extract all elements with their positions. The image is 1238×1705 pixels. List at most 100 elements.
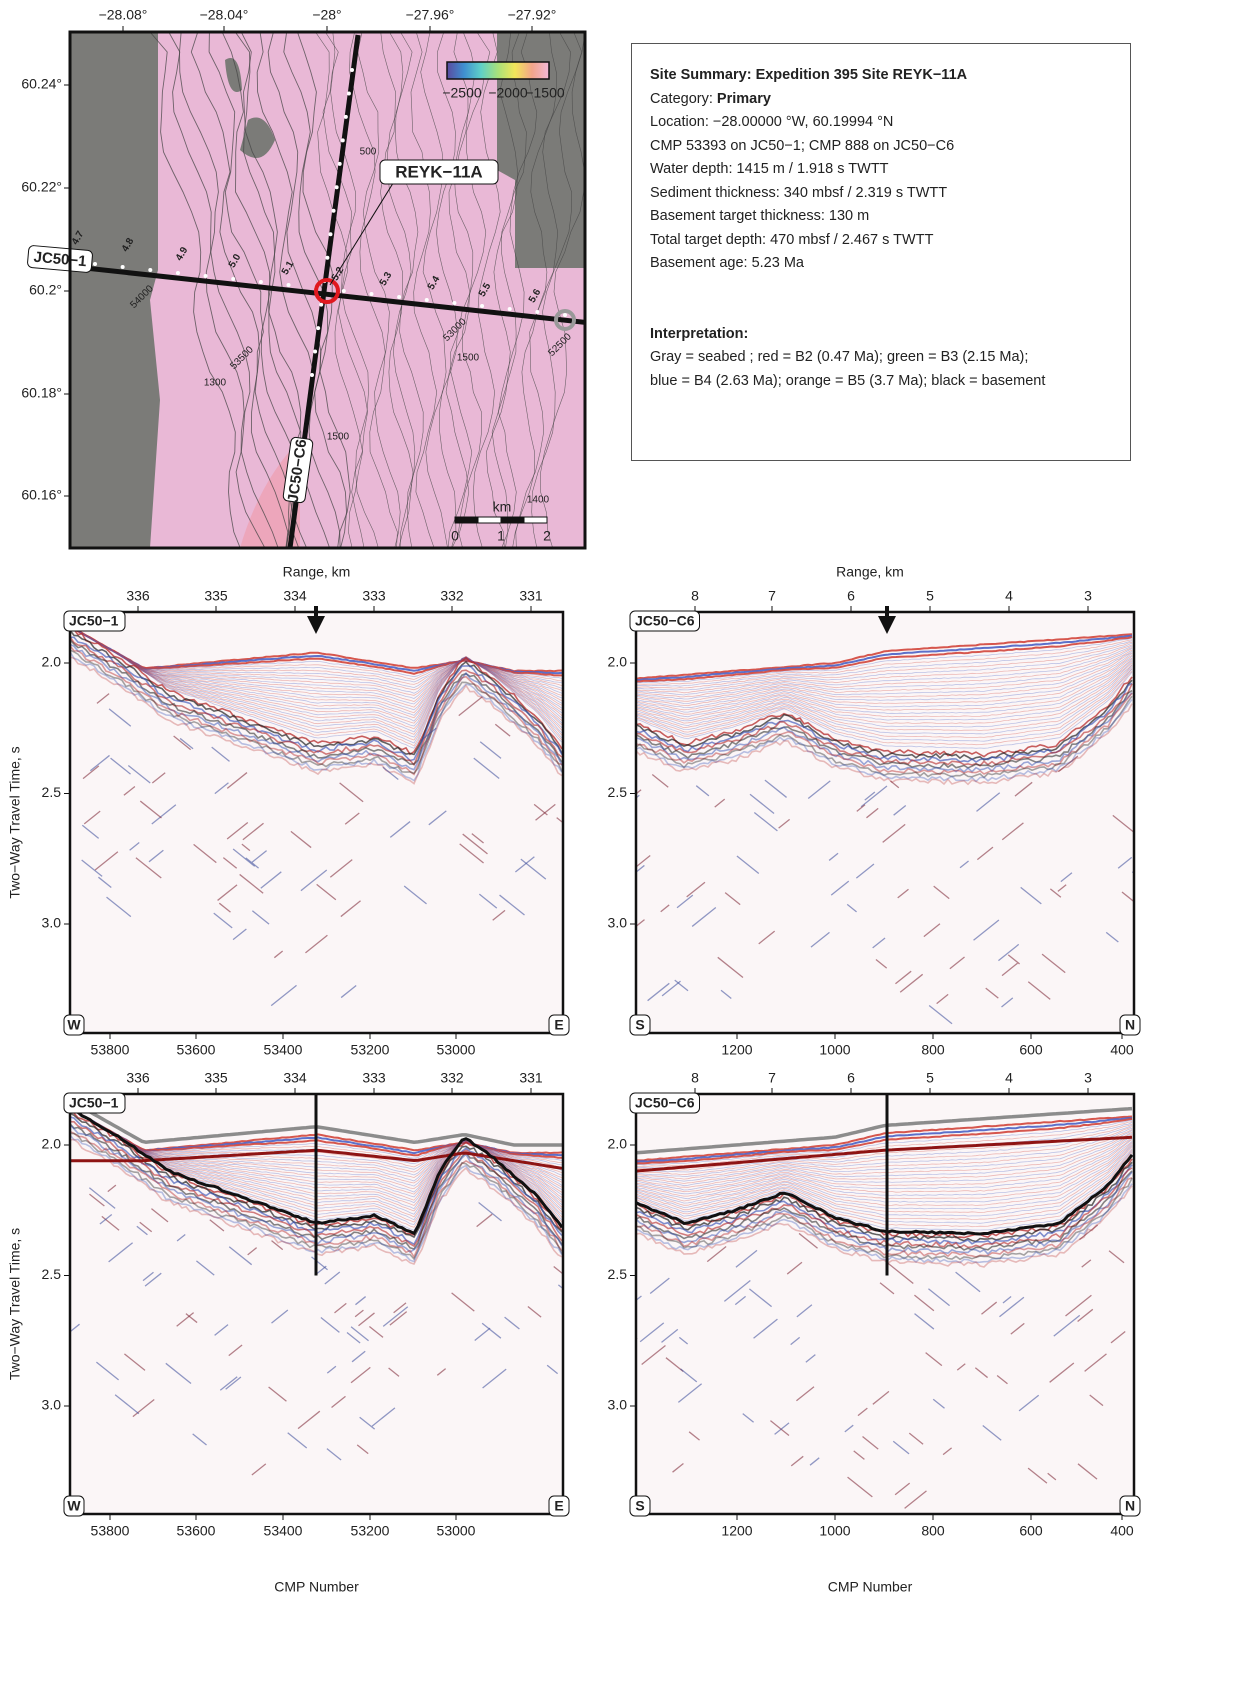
shotpoint bbox=[121, 265, 125, 269]
range-tick-label: 335 bbox=[204, 588, 228, 604]
shotpoint bbox=[148, 268, 152, 272]
end-label: N bbox=[1125, 1498, 1135, 1514]
scale-unit: km bbox=[493, 499, 512, 515]
x-tick-label: −28.08° bbox=[99, 7, 148, 23]
range-tick-label: 5 bbox=[926, 588, 934, 604]
scale-label: 0 bbox=[451, 528, 459, 544]
end-label: E bbox=[554, 1498, 563, 1514]
range-tick-label: 4 bbox=[1005, 588, 1013, 604]
shotpoint bbox=[369, 292, 373, 296]
contour-label: 1300 bbox=[204, 378, 227, 389]
range-tick-label: 5 bbox=[926, 1070, 934, 1086]
cmp-tick-label: 53000 bbox=[437, 1042, 476, 1058]
cmp-tick-label: 1200 bbox=[721, 1042, 752, 1058]
scale-bar bbox=[524, 517, 547, 523]
range-tick-label: 3 bbox=[1084, 588, 1092, 604]
line-label: JC50−1 bbox=[69, 1095, 119, 1111]
shotpoint bbox=[176, 271, 180, 275]
cmp-tick-label: 400 bbox=[1110, 1042, 1134, 1058]
site-summary: Site Summary: Expedition 395 Site REYK−1… bbox=[631, 43, 1131, 461]
seismic-section bbox=[70, 612, 565, 1033]
shotpoint bbox=[338, 162, 342, 166]
cmp-tick-label: 53400 bbox=[264, 1523, 303, 1539]
end-label: N bbox=[1125, 1017, 1135, 1033]
cmp-tick-label: 53200 bbox=[351, 1042, 390, 1058]
shotpoint bbox=[313, 350, 317, 354]
scale-bar bbox=[501, 517, 524, 523]
range-tick-label: 8 bbox=[691, 1070, 699, 1086]
interpretation-title: Interpretation: bbox=[650, 323, 1112, 347]
x-tick-label: −28° bbox=[312, 7, 341, 23]
summary-line: Basement age: 5.23 Ma bbox=[650, 252, 1112, 276]
category: Category: Primary bbox=[650, 88, 1112, 112]
diffraction bbox=[618, 1338, 637, 1354]
shotpoint bbox=[310, 373, 314, 377]
range-tick-label: 331 bbox=[519, 588, 543, 604]
cmp-tick-label: 1000 bbox=[819, 1523, 850, 1539]
y-tick-label: 3.0 bbox=[608, 915, 628, 931]
cmp-tick-label: 53000 bbox=[437, 1523, 476, 1539]
shotpoint bbox=[350, 68, 354, 72]
range-tick-label: 334 bbox=[283, 1070, 307, 1086]
summary-line: Water depth: 1415 m / 1.918 s TWTT bbox=[650, 158, 1112, 182]
shotpoint bbox=[325, 256, 329, 260]
line-label: JC50−1 bbox=[69, 613, 119, 629]
x-tick-label: −28.04° bbox=[200, 7, 249, 23]
range-tick-label: 331 bbox=[519, 1070, 543, 1086]
cmp-tick-label: 600 bbox=[1019, 1523, 1043, 1539]
line-label: JC50−C6 bbox=[635, 613, 695, 629]
range-tick-label: 4 bbox=[1005, 1070, 1013, 1086]
range-tick-label: 3 bbox=[1084, 1070, 1092, 1086]
summary-line: Total target depth: 470 mbsf / 2.467 s T… bbox=[650, 229, 1112, 253]
y-tick-label: 2.5 bbox=[42, 784, 62, 800]
end-label: S bbox=[635, 1017, 644, 1033]
scale-bar bbox=[455, 517, 478, 523]
axis-title: CMP Number bbox=[828, 1579, 913, 1595]
y-tick-label: 60.18° bbox=[21, 385, 62, 401]
shotpoint bbox=[332, 209, 336, 213]
shotpoint bbox=[397, 295, 401, 299]
y-tick-label: 3.0 bbox=[42, 915, 62, 931]
figure: 4.74.84.95.05.15.25.35.45.55.65400053500… bbox=[0, 0, 1238, 1705]
axis-title: Range, km bbox=[836, 564, 904, 580]
summary-line: Basement target thickness: 130 m bbox=[650, 205, 1112, 229]
cmp-tick-label: 600 bbox=[1019, 1042, 1043, 1058]
seismic-section bbox=[620, 612, 1147, 1033]
y-tick-label: 2.5 bbox=[608, 1266, 628, 1282]
shotpoint bbox=[335, 185, 339, 189]
range-tick-label: 332 bbox=[440, 1070, 464, 1086]
summary-line: Sediment thickness: 340 mbsf / 2.319 s T… bbox=[650, 182, 1112, 206]
range-tick-label: 7 bbox=[768, 588, 776, 604]
shotpoint bbox=[93, 262, 97, 266]
cmp-tick-label: 53800 bbox=[91, 1042, 130, 1058]
y-tick-label: 60.16° bbox=[21, 487, 62, 503]
y-tick-label: 2.5 bbox=[608, 784, 628, 800]
summary-line: CMP 53393 on JC50−1; CMP 888 on JC50−C6 bbox=[650, 135, 1112, 159]
shotpoint bbox=[480, 304, 484, 308]
cmp-tick-label: 53600 bbox=[177, 1042, 216, 1058]
shotpoint bbox=[563, 313, 567, 317]
y-tick-label: 3.0 bbox=[608, 1397, 628, 1413]
x-tick-label: −27.92° bbox=[508, 7, 557, 23]
scale-label: 2 bbox=[543, 528, 551, 544]
interpretation-line: Gray = seabed ; red = B2 (0.47 Ma); gree… bbox=[650, 346, 1112, 370]
shotpoint bbox=[316, 326, 320, 330]
y-tick-label: 2.0 bbox=[608, 1136, 628, 1152]
shotpoint bbox=[204, 274, 208, 278]
end-label: W bbox=[67, 1498, 81, 1514]
cmp-tick-label: 53800 bbox=[91, 1523, 130, 1539]
y-tick-label: 3.0 bbox=[42, 1397, 62, 1413]
shotpoint bbox=[287, 283, 291, 287]
shotpoint bbox=[231, 277, 235, 281]
category-label: Category: bbox=[650, 91, 713, 107]
cmp-tick-label: 800 bbox=[921, 1042, 945, 1058]
range-tick-label: 6 bbox=[847, 588, 855, 604]
y-tick-label: 60.24° bbox=[21, 76, 62, 92]
cmp-tick-label: 1000 bbox=[819, 1042, 850, 1058]
axis-title: Two−Way Travel Time, s bbox=[7, 746, 23, 898]
shotpoint bbox=[425, 298, 429, 302]
colorbar bbox=[447, 62, 549, 79]
end-label: W bbox=[67, 1017, 81, 1033]
y-tick-label: 60.22° bbox=[21, 179, 62, 195]
shotpoint bbox=[347, 91, 351, 95]
